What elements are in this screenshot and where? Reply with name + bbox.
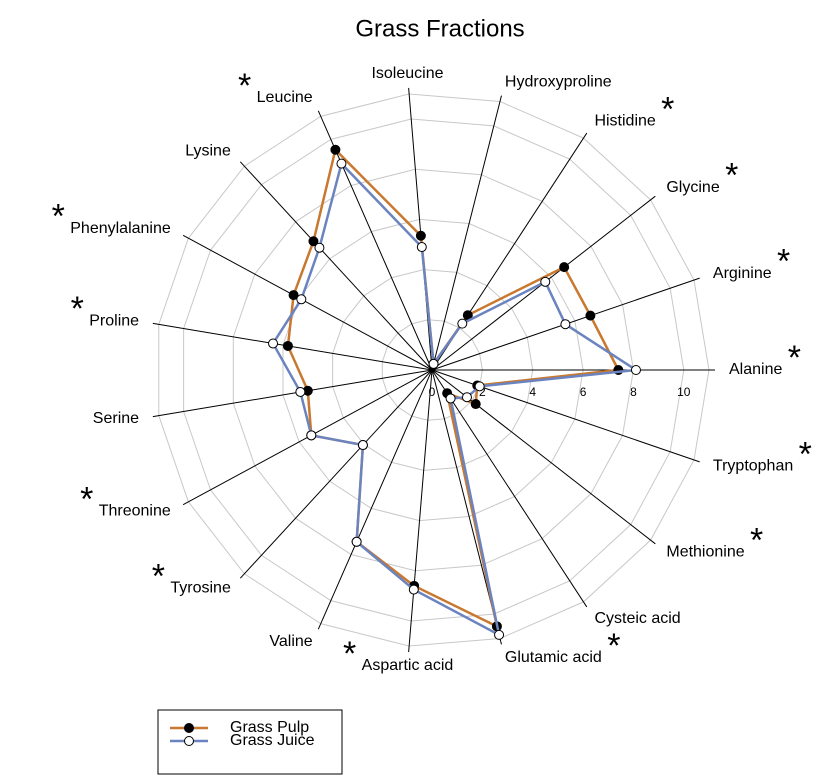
significance-marker: *: [152, 557, 165, 595]
category-label: Tryptophan: [713, 458, 793, 475]
category-label: Tyrosine: [170, 580, 231, 597]
category-label: Lysine: [185, 143, 231, 160]
category-label: Valine: [269, 633, 312, 650]
category-label: Isoleucine: [371, 65, 443, 82]
axis-spoke: [317, 369, 433, 630]
tick-label: 0: [429, 385, 436, 399]
category-label: Alanine: [729, 361, 782, 378]
significance-marker: *: [607, 627, 620, 665]
significance-marker: *: [71, 290, 84, 328]
grid-ring: [282, 218, 584, 522]
tick-label: 10: [677, 385, 691, 399]
axis-spoke: [431, 369, 588, 608]
significance-marker: *: [238, 67, 251, 105]
category-label: Histidine: [594, 113, 655, 130]
data-point: [308, 236, 319, 247]
data-point: [445, 393, 456, 404]
axis-spoke: [431, 369, 700, 463]
data-point: [474, 381, 485, 392]
series-line: [286, 147, 621, 629]
significance-marker: *: [661, 90, 674, 128]
data-point: [282, 340, 293, 351]
data-point: [268, 338, 279, 349]
tick-label: 8: [630, 385, 637, 399]
data-point: [470, 399, 481, 410]
category-label: Glutamic acid: [505, 649, 602, 666]
grid-ring: [232, 168, 634, 572]
significance-marker: *: [750, 521, 763, 559]
category-label: Aspartic acid: [362, 657, 454, 674]
axis-spoke: [152, 369, 433, 418]
significance-marker: *: [725, 157, 738, 195]
data-point: [559, 262, 570, 273]
data-point: [296, 294, 307, 305]
data-point: [288, 290, 299, 301]
category-label: Hydroxyproline: [505, 73, 612, 90]
category-label: Cysteic acid: [594, 610, 680, 627]
data-point: [540, 276, 551, 287]
data-point: [428, 358, 439, 369]
tick-label: 4: [529, 385, 536, 399]
data-point: [415, 230, 426, 241]
tick-label: 6: [580, 385, 587, 399]
significance-marker: *: [52, 198, 65, 236]
axis-spoke: [408, 87, 433, 371]
category-label: Arginine: [713, 265, 772, 282]
axis-spoke: [239, 369, 433, 579]
data-point: [494, 629, 505, 640]
data-point: [408, 584, 419, 595]
axis-spoke: [239, 161, 433, 371]
significance-marker: *: [343, 635, 356, 673]
data-point: [416, 242, 427, 253]
data-point: [630, 365, 641, 375]
legend-label: Grass Juice: [230, 732, 315, 749]
data-point: [457, 318, 468, 329]
series-line: [271, 161, 640, 638]
axis-spoke: [431, 95, 502, 371]
data-point: [585, 310, 596, 321]
grid-ring: [183, 118, 685, 622]
legend-label: Grass Pulp: [230, 719, 309, 736]
tick-label: 2: [479, 385, 486, 399]
legend-marker: [184, 723, 194, 733]
grid-ring: [332, 269, 534, 471]
category-label: Leucine: [257, 89, 313, 106]
significance-marker: *: [788, 339, 801, 377]
chart-title: Grass Fractions: [355, 15, 524, 42]
category-label: Serine: [93, 410, 139, 427]
axis-spoke: [182, 234, 433, 371]
legend-marker: [184, 736, 194, 746]
grid-ring: [381, 319, 483, 421]
category-label: Methionine: [666, 544, 744, 561]
category-label: Glycine: [666, 179, 719, 196]
data-point: [357, 440, 368, 451]
axis-spoke: [408, 369, 433, 653]
data-point: [295, 386, 306, 397]
data-point: [461, 392, 472, 403]
data-point: [306, 430, 317, 441]
significance-marker: *: [799, 435, 812, 473]
category-label: Threonine: [99, 503, 171, 520]
data-point: [351, 536, 362, 547]
significance-marker: *: [80, 480, 93, 518]
data-point: [314, 242, 325, 253]
significance-marker: *: [777, 243, 790, 281]
category-label: Proline: [89, 312, 139, 329]
data-point: [560, 319, 571, 330]
category-label: Phenylalanine: [70, 220, 171, 237]
outer-ring: [158, 93, 710, 647]
data-point: [336, 158, 347, 169]
data-point: [330, 144, 341, 155]
